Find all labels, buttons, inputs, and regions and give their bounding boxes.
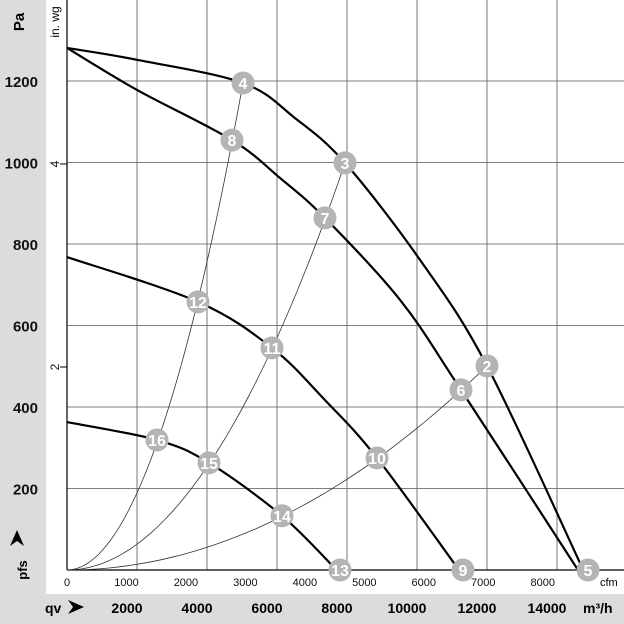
operating-point-label: 4 xyxy=(239,76,248,93)
bottom-band xyxy=(0,594,624,624)
y-tick-label: 1000 xyxy=(5,156,38,173)
system-curve-b xyxy=(66,162,346,571)
left-band xyxy=(0,0,46,594)
operating-point-marker xyxy=(475,354,499,378)
cfm-tick-label: 2000 xyxy=(174,577,198,589)
operating-point-marker xyxy=(231,71,255,95)
operating-point-marker xyxy=(365,446,389,470)
x-tick-label: 2000 xyxy=(111,600,142,616)
cfm-tick-label: 7000 xyxy=(471,577,495,589)
inwg-tick-label: 2 xyxy=(48,363,62,370)
operating-point-label: 8 xyxy=(228,133,237,150)
operating-point-label: 13 xyxy=(331,563,349,580)
operating-point-label: 15 xyxy=(200,456,218,473)
cfm-tick-label: 5000 xyxy=(352,577,376,589)
cfm-unit-label: cfm xyxy=(600,577,618,589)
cfm-tick-label: 0 xyxy=(64,577,70,589)
operating-point-marker xyxy=(197,451,221,475)
x-unit-label: m³/h xyxy=(583,600,613,616)
operating-point-marker xyxy=(220,128,244,152)
operating-point-label: 5 xyxy=(584,563,593,580)
y-axis-label: Pa xyxy=(11,12,28,31)
operating-point-marker xyxy=(186,290,210,314)
operating-point-label: 10 xyxy=(368,451,386,468)
y-axis-label-secondary: in. wg xyxy=(48,6,62,37)
cfm-tick-label: 1000 xyxy=(114,577,138,589)
operating-point-marker xyxy=(313,206,337,230)
operating-point-marker xyxy=(260,336,284,360)
operating-point-label: 9 xyxy=(459,563,468,580)
curve-2 xyxy=(66,47,579,571)
x-tick-label: 8000 xyxy=(321,600,352,616)
operating-point-marker xyxy=(270,504,294,528)
curve-3 xyxy=(66,255,460,571)
operating-point-label: 12 xyxy=(189,295,207,312)
cfm-tick-label: 8000 xyxy=(530,577,554,589)
x-tick-label: 12000 xyxy=(458,600,497,616)
x-tick-label: 10000 xyxy=(388,600,427,616)
operating-point-label: 11 xyxy=(264,341,281,358)
curve-1 xyxy=(66,46,585,571)
cfm-tick-label: 3000 xyxy=(233,577,257,589)
cfm-tick-label: 6000 xyxy=(412,577,436,589)
arrow-up-icon xyxy=(10,530,24,546)
y-tick-label: 200 xyxy=(13,482,38,499)
operating-point-label: 3 xyxy=(341,156,350,173)
curve-4 xyxy=(66,420,338,571)
operating-point-label: 2 xyxy=(483,359,492,376)
arrow-right-icon xyxy=(68,600,84,614)
y-tick-label: 400 xyxy=(13,400,38,417)
x-axis-label: qv xyxy=(45,600,62,616)
operating-point-marker xyxy=(145,428,169,452)
operating-point-label: 6 xyxy=(457,383,466,400)
cfm-tick-label: 4000 xyxy=(293,577,317,589)
inwg-tick-label: 4 xyxy=(48,160,62,167)
y-name-label: pfs xyxy=(15,560,30,580)
y-tick-label: 800 xyxy=(13,237,38,254)
x-tick-label: 4000 xyxy=(181,600,212,616)
x-tick-label: 14000 xyxy=(528,600,567,616)
operating-point-label: 7 xyxy=(321,211,330,228)
operating-point-marker xyxy=(451,558,475,582)
operating-point-marker xyxy=(333,151,357,175)
system-curve-a xyxy=(66,82,244,571)
operating-point-marker xyxy=(449,378,473,402)
operating-point-label: 16 xyxy=(148,433,166,450)
y-tick-label: 1200 xyxy=(5,74,38,91)
x-tick-label: 6000 xyxy=(251,600,282,616)
operating-point-marker xyxy=(328,558,352,582)
operating-point-marker xyxy=(576,558,600,582)
operating-point-label: 14 xyxy=(273,509,291,526)
y-tick-label: 600 xyxy=(13,319,38,336)
